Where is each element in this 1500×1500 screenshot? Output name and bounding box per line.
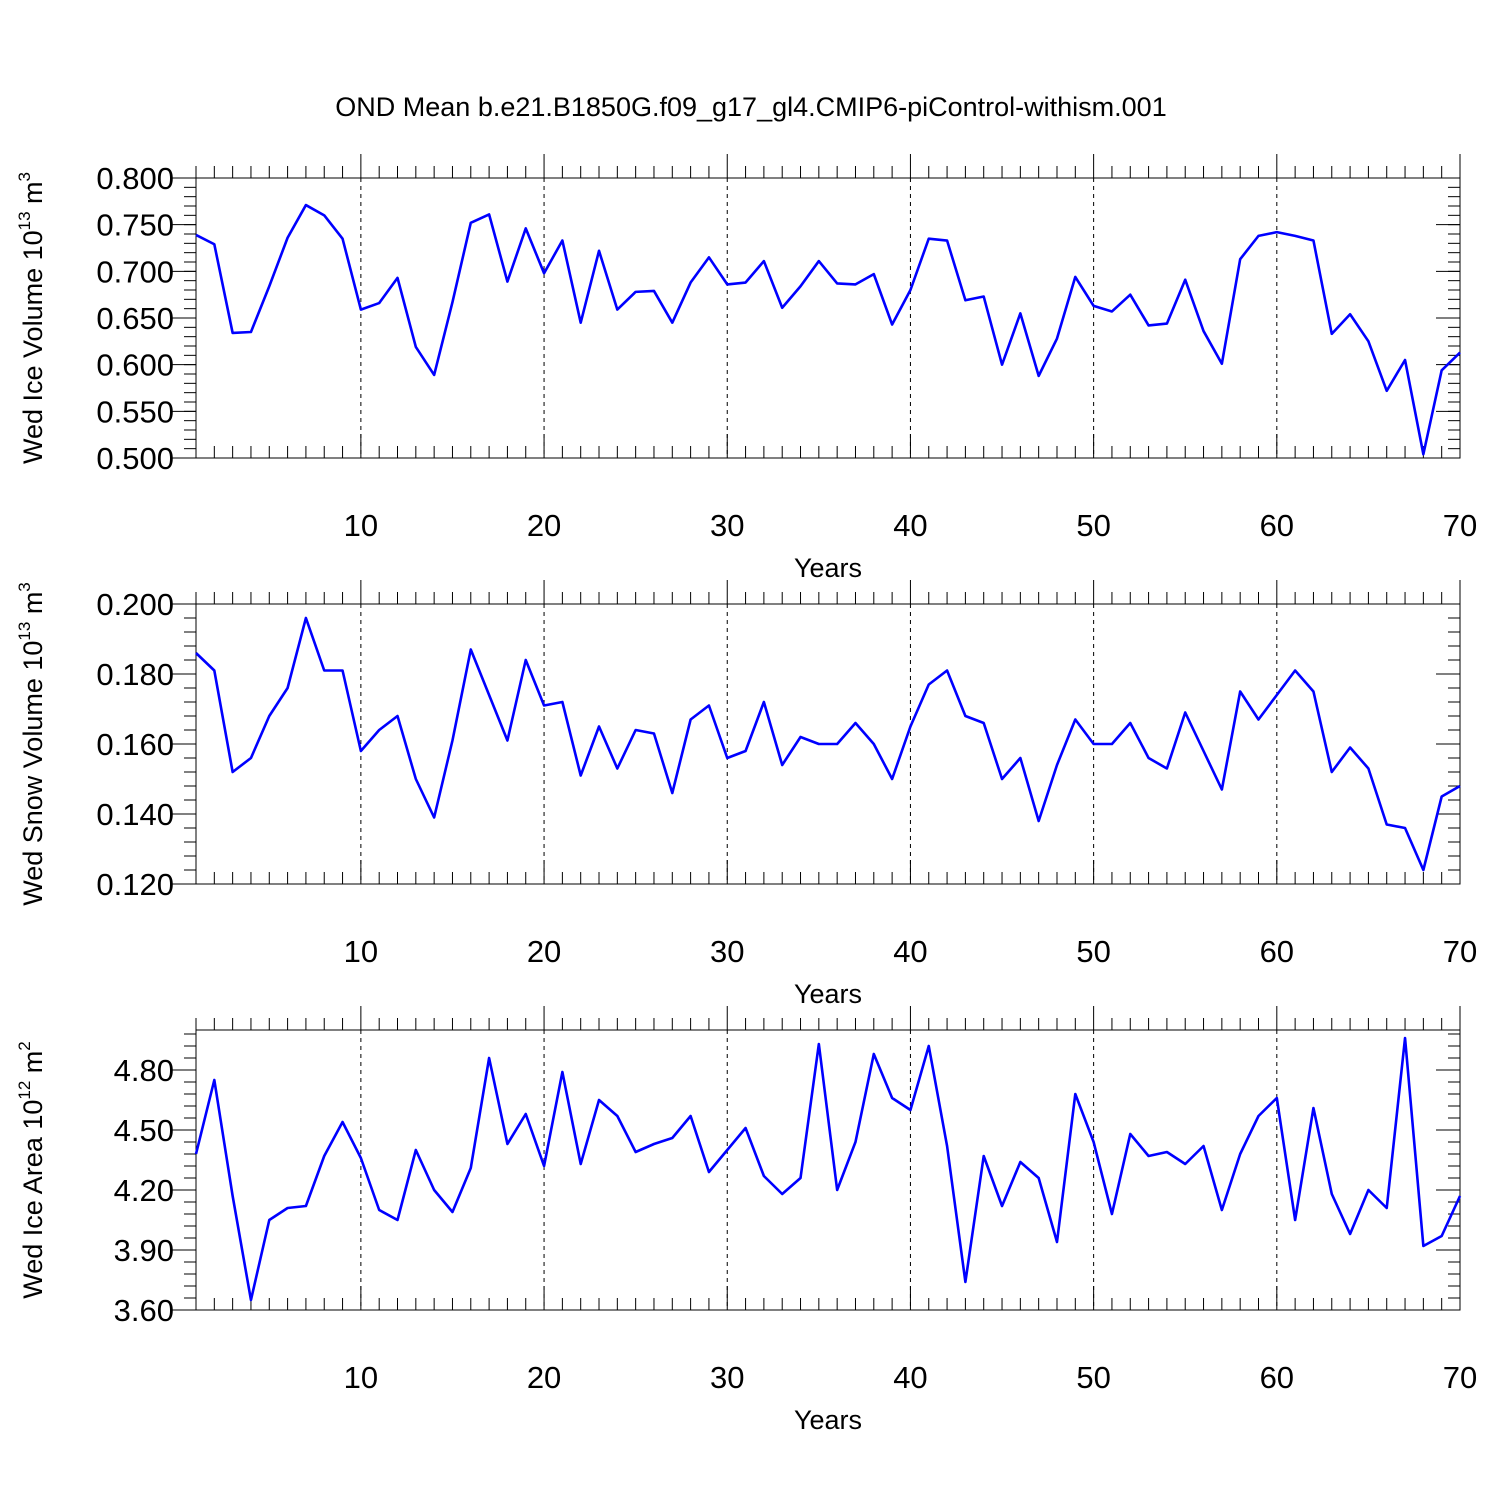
series-line (194, 1036, 1462, 1302)
plot-frame (195, 1029, 1461, 1311)
x-tick-label: 70 (1443, 1360, 1477, 1395)
y-axis-label-superscript: 3 (15, 172, 34, 181)
x-tick-label: 20 (527, 508, 561, 543)
y-axis-label-superscript: 13 (15, 211, 34, 230)
y-axis-label-part: m (18, 592, 48, 622)
x-tick-label: 30 (710, 934, 744, 969)
x-tick-label: 50 (1076, 934, 1110, 969)
x-tick-label: 50 (1076, 508, 1110, 543)
y-tick-label: 0.700 (96, 254, 174, 289)
y-tick-label: 3.60 (114, 1293, 174, 1328)
series-line (195, 616, 1461, 872)
figure-title: OND Mean b.e21.B1850G.f09_g17_gl4.CMIP6-… (335, 92, 1166, 122)
y-tick-label: 0.550 (96, 394, 174, 429)
y-tick-label: 0.500 (96, 441, 174, 476)
series-line (195, 203, 1461, 456)
y-axis-label-part: Wed Ice Area 10 (18, 1100, 48, 1299)
x-tick-label: 60 (1260, 1360, 1294, 1395)
x-tick-label: 50 (1076, 1360, 1110, 1395)
x-tick-label: 10 (344, 1360, 378, 1395)
y-axis-label: Wed Ice Volume 1013 m3 (15, 172, 48, 464)
panel-2: 0.120 0.140 0.160 0.180 0.200 10 20 30 40 50 60 70 Y… (15, 580, 1477, 1009)
x-tick-label: 10 (344, 934, 378, 969)
y-tick-label: 0.200 (96, 587, 174, 622)
y-axis-label: Wed Ice Area 1012 m2 (15, 1041, 48, 1299)
y-axis-label-part: m (18, 1051, 48, 1081)
y-axis-label-part: Wed Snow Volume 10 (18, 641, 48, 906)
y-axis-label: Wed Snow Volume 1013 m3 (15, 582, 48, 906)
y-tick-label: 0.160 (96, 727, 174, 762)
panel-3: 3.60 3.90 4.20 4.50 4.80 10 20 30 40 50 60 70 Years W… (15, 1006, 1477, 1435)
y-tick-label: 0.800 (96, 161, 174, 196)
y-tick-label: 0.600 (96, 348, 174, 383)
y-axis-label-superscript: 3 (15, 582, 34, 591)
x-axis-label: Years (794, 553, 862, 583)
x-tick-label: 60 (1260, 934, 1294, 969)
y-tick-label: 0.180 (96, 657, 174, 692)
y-tick-label: 0.120 (96, 867, 174, 902)
y-tick-label: 3.90 (114, 1233, 174, 1268)
x-axis-label: Years (794, 1405, 862, 1435)
y-axis-label-superscript: 12 (15, 1081, 34, 1100)
y-tick-label: 4.80 (114, 1053, 174, 1088)
x-tick-label: 40 (893, 1360, 927, 1395)
x-tick-label: 60 (1260, 508, 1294, 543)
y-axis-label-superscript: 13 (15, 622, 34, 641)
x-tick-label: 30 (710, 1360, 744, 1395)
x-tick-label: 10 (344, 508, 378, 543)
y-axis-label-part: Wed Ice Volume 10 (18, 230, 48, 464)
x-axis-label: Years (794, 979, 862, 1009)
x-tick-label: 30 (710, 508, 744, 543)
x-tick-label: 40 (893, 508, 927, 543)
y-axis-label-part: m (18, 181, 48, 211)
x-tick-label: 20 (527, 1360, 561, 1395)
y-axis-label-superscript: 2 (15, 1041, 34, 1050)
y-tick-label: 0.650 (96, 301, 174, 336)
x-tick-label: 70 (1443, 508, 1477, 543)
x-tick-label: 40 (893, 934, 927, 969)
y-tick-label: 4.20 (114, 1173, 174, 1208)
y-tick-label: 4.50 (114, 1113, 174, 1148)
y-tick-label: 0.140 (96, 797, 174, 832)
panel-1: 0.500 0.550 0.600 0.650 0.700 0.750 0.800 10 20 3… (15, 154, 1477, 583)
y-tick-label: 0.750 (96, 208, 174, 243)
x-tick-label: 70 (1443, 934, 1477, 969)
x-tick-label: 20 (527, 934, 561, 969)
